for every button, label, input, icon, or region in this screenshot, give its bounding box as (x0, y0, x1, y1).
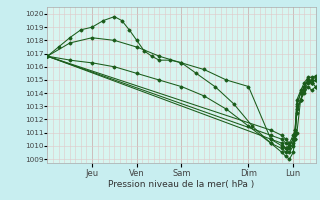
X-axis label: Pression niveau de la mer( hPa ): Pression niveau de la mer( hPa ) (108, 180, 255, 189)
